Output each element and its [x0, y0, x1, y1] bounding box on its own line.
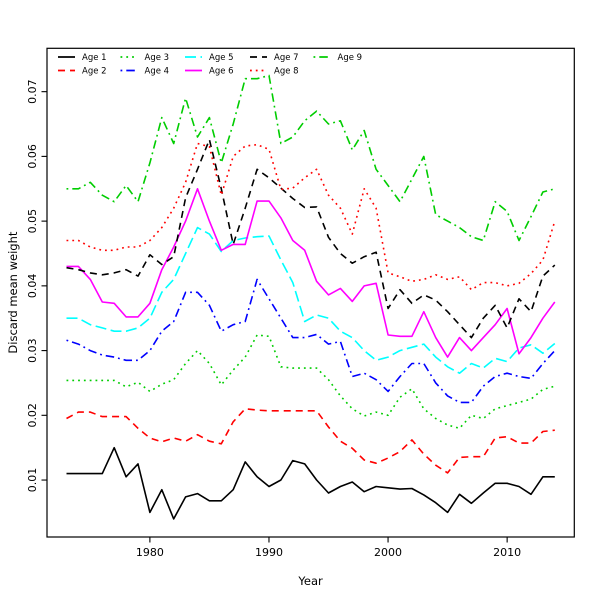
ticks-layer: 1980 1990 2000 2010 0.01 0.02 0.03 0.04 0.05 0.06…	[26, 79, 521, 559]
series-line-age-3	[66, 334, 556, 430]
legend-label-age-6: Age 6	[209, 67, 234, 77]
legend-item-age-5: Age 5	[185, 53, 234, 63]
y-axis-title: Discard mean weight	[6, 231, 20, 353]
y-tick-label-0.05: 0.05	[26, 209, 39, 234]
legend-item-age-4: Age 4	[120, 67, 170, 77]
series-line-age-5	[66, 226, 556, 375]
x-tick-label-2000: 2000	[374, 546, 402, 559]
plot-border	[46, 47, 575, 538]
x-tick-label-1990: 1990	[255, 546, 283, 559]
legend-label-age-3: Age 3	[145, 53, 170, 63]
legend-label-age-7: Age 7	[274, 53, 299, 63]
legend-label-age-2: Age 2	[82, 67, 107, 77]
legend-label-age-9: Age 9	[338, 53, 363, 63]
series-line-age-2	[66, 407, 555, 474]
x-tick-label-1980: 1980	[136, 546, 164, 559]
series-line-age-9	[66, 74, 556, 242]
series-line-age-7	[66, 138, 556, 339]
x-axis-title: Year	[297, 574, 323, 588]
legend-item-age-1: Age 1	[58, 53, 107, 63]
legend: Age 1 Age 2 Age 3 Age 4 Age 5 Age 6 Age 7 Age 8…	[58, 53, 362, 77]
y-tick-label-0.01: 0.01	[26, 468, 39, 493]
y-tick-label-0.02: 0.02	[26, 403, 39, 428]
legend-label-age-8: Age 8	[274, 67, 299, 77]
series-layer	[66, 74, 556, 520]
series-line-age-1	[66, 446, 555, 520]
y-tick-label-0.03: 0.03	[26, 338, 39, 363]
legend-item-age-9: Age 9	[313, 53, 363, 63]
y-tick-label-0.04: 0.04	[26, 274, 39, 299]
legend-item-age-3: Age 3	[120, 53, 170, 63]
legend-item-age-8: Age 8	[250, 67, 299, 77]
series-line-age-6	[66, 188, 556, 358]
legend-label-age-5: Age 5	[209, 53, 234, 63]
legend-item-age-6: Age 6	[185, 67, 234, 77]
legend-item-age-2: Age 2	[58, 67, 107, 77]
y-tick-label-0.07: 0.07	[26, 79, 39, 104]
series-line-age-4	[66, 278, 556, 404]
legend-label-age-1: Age 1	[82, 53, 107, 63]
x-tick-label-2010: 2010	[493, 546, 521, 559]
legend-label-age-4: Age 4	[145, 67, 170, 77]
legend-item-age-7: Age 7	[250, 53, 299, 63]
y-tick-label-0.06: 0.06	[26, 144, 39, 169]
